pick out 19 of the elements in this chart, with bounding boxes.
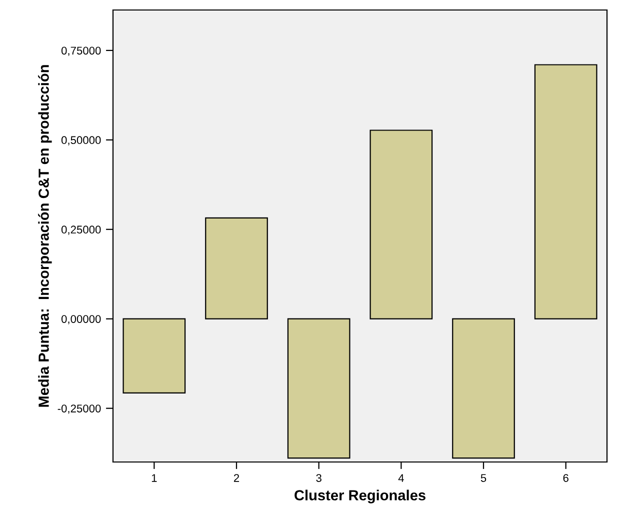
y-tick-label: -0,25000 [58, 404, 101, 414]
y-tick-label: 0,50000 [61, 136, 101, 146]
x-tick-label: 1 [152, 474, 157, 482]
x-tick-label: 3 [316, 474, 322, 482]
x-tick-label: 2 [234, 474, 240, 482]
bar [122, 318, 186, 394]
bar [287, 318, 350, 459]
bar [370, 130, 433, 320]
x-tick-label: 4 [398, 474, 404, 482]
bar [205, 217, 268, 320]
x-tick-label: 5 [480, 474, 486, 482]
x-axis-title: Cluster Regionales [294, 490, 426, 504]
y-tick-label: 0,75000 [61, 46, 101, 56]
y-tick-label: 0,25000 [61, 226, 101, 235]
bar [452, 318, 515, 459]
y-tick-label: 0,00000 [61, 315, 101, 324]
y-axis-title: Media Puntua: Incorporación C&T en producción [38, 65, 52, 407]
x-tick-label: 6 [563, 474, 568, 482]
bar [534, 64, 598, 320]
